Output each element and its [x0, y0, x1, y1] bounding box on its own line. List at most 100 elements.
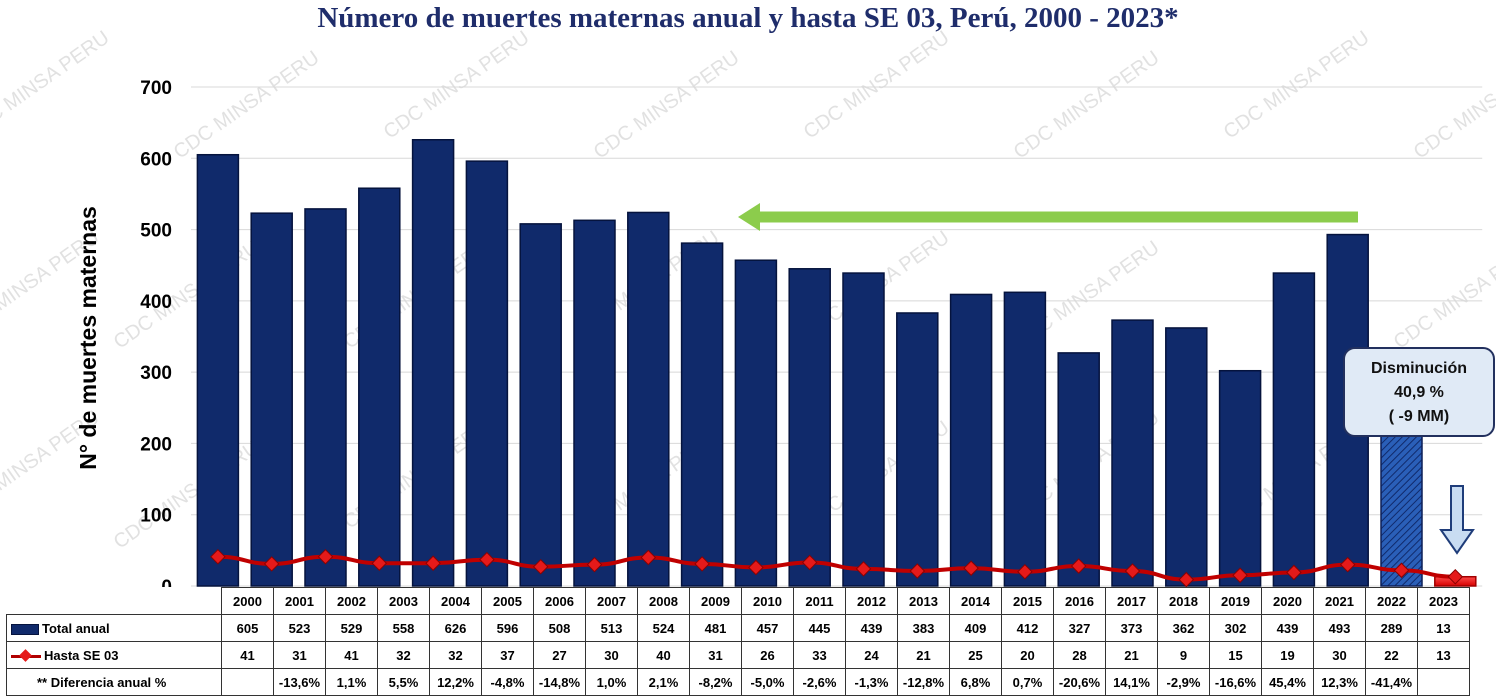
point-2015 [1017, 563, 1033, 580]
point-2022 [1393, 562, 1410, 579]
data-table: 2000 2001 2002 2003 2004 2005 2006 2007 2008 2009… [6, 587, 1470, 696]
year-cell: 2008 [637, 587, 690, 615]
callout-line-2: 40,9 % [1394, 384, 1444, 401]
y-tick-label: 100 [140, 506, 172, 527]
bar-2004 [411, 139, 455, 587]
bar-2012 [842, 272, 885, 587]
diferencia-cell: 2,1% [637, 668, 690, 696]
year-cell: 2003 [377, 587, 430, 615]
y-axis-label: N° de muertes maternas [75, 206, 101, 470]
point-2017 [1124, 563, 1141, 579]
watermark-text: CDC MINSA PERU [1410, 47, 1496, 164]
total-cell: 605 [221, 614, 274, 642]
year-cell: 2000 [221, 587, 274, 615]
diferencia-cell: -5,0% [741, 668, 794, 696]
diferencia-cell: -1,3% [845, 668, 898, 696]
total-cell: 362 [1157, 614, 1210, 642]
down-arrow-icon [1439, 485, 1475, 555]
diferencia-cell: 45,4% [1261, 668, 1314, 696]
bar-2014 [949, 293, 993, 587]
diferencia-cell: -2,9% [1157, 668, 1210, 696]
bar-2001 [250, 212, 293, 587]
watermark-text: CDC MINSA PERU [380, 27, 534, 144]
year-cell: 2012 [845, 587, 898, 615]
year-cell: 2019 [1209, 587, 1262, 615]
total-cell: 439 [1261, 614, 1314, 642]
line-se03 [217, 554, 1456, 582]
y-tick-label: 500 [140, 221, 172, 242]
bar-2010 [734, 259, 778, 587]
diferencia-cell: -20,6% [1053, 668, 1106, 696]
se03-cell: 21 [897, 641, 950, 669]
watermark-text: CDC MINSA PERU [800, 27, 954, 144]
total-cell: 289 [1365, 614, 1418, 642]
total-cell: 626 [429, 614, 482, 642]
diferencia-cell: -14,8% [533, 668, 586, 696]
se03-cell: 41 [325, 641, 378, 669]
se03-cell: 15 [1209, 641, 1262, 669]
se03-cell: 30 [1313, 641, 1366, 669]
total-cell: 523 [273, 614, 326, 642]
year-cell: 2009 [689, 587, 742, 615]
y-tick-label: 400 [140, 292, 172, 313]
diferencia-cell [1417, 668, 1470, 696]
se03-cell: 37 [481, 641, 534, 669]
watermark-text: CDC MINSA PERU [0, 27, 113, 144]
y-tick-label: 300 [140, 363, 172, 384]
y-tick-label: 0 [161, 577, 172, 587]
se03-cell: 33 [793, 641, 846, 669]
line-legend-swatch [11, 650, 41, 662]
point-2021 [1339, 556, 1356, 573]
year-cell: 2007 [585, 587, 638, 615]
callout-line-3: ( -9 MM) [1388, 408, 1450, 425]
diferencia-cell: 12,2% [429, 668, 482, 696]
point-2010 [748, 559, 764, 576]
watermark-text: CDC MINSA PERU [170, 47, 324, 164]
bar-2008 [627, 211, 670, 587]
se03-cell: 20 [1001, 641, 1054, 669]
year-cell: 2010 [741, 587, 794, 615]
year-cell: 2017 [1105, 587, 1158, 615]
total-cell: 529 [325, 614, 378, 642]
bar-2006 [519, 223, 562, 587]
total-cell: 481 [689, 614, 742, 642]
total-cell: 508 [533, 614, 586, 642]
point-2003 [371, 555, 388, 571]
point-2023 [1447, 568, 1464, 585]
se03-cell: 28 [1053, 641, 1106, 669]
year-cell: 2005 [481, 587, 534, 615]
total-cell: 409 [949, 614, 1002, 642]
bar-2019 [1218, 369, 1262, 587]
total-cell: 558 [377, 614, 430, 642]
watermark-text: CDC MINSA PERU [1220, 27, 1374, 144]
diferencia-cell: 1,0% [585, 668, 638, 696]
year-cell: 2004 [429, 587, 482, 615]
bar-legend-swatch [11, 623, 39, 635]
diferencia-cell [221, 668, 274, 696]
total-cell: 302 [1209, 614, 1262, 642]
diferencia-cell: -4,8% [481, 668, 534, 696]
bar-2005 [465, 160, 509, 587]
legend-diferencia: ** Diferencia anual % [6, 668, 222, 696]
se03-cell: 31 [689, 641, 742, 669]
diferencia-cell: 1,1% [325, 668, 378, 696]
se03-cell: 32 [377, 641, 430, 669]
se03-cell: 26 [741, 641, 794, 669]
se03-cell: 25 [949, 641, 1002, 669]
bar-chart: CDC MINSA PERU CDC MINSA PERU CDC MINSA PE… [0, 27, 1496, 587]
bar-2015 [1003, 291, 1047, 587]
total-cell: 412 [1001, 614, 1054, 642]
bar-2016 [1057, 352, 1100, 587]
total-cell: 445 [793, 614, 846, 642]
point-2020 [1286, 564, 1302, 581]
watermark-text: CDC MINSA PERU [590, 47, 744, 164]
year-cell: 2021 [1313, 587, 1366, 615]
year-cell: 2001 [273, 587, 326, 615]
bar-2007 [573, 219, 616, 587]
year-cell: 2022 [1365, 587, 1418, 615]
point-2000 [210, 548, 226, 565]
year-cell: 2018 [1157, 587, 1210, 615]
total-cell: 596 [481, 614, 534, 642]
point-2009 [694, 556, 710, 572]
year-cell: 2015 [1001, 587, 1054, 615]
